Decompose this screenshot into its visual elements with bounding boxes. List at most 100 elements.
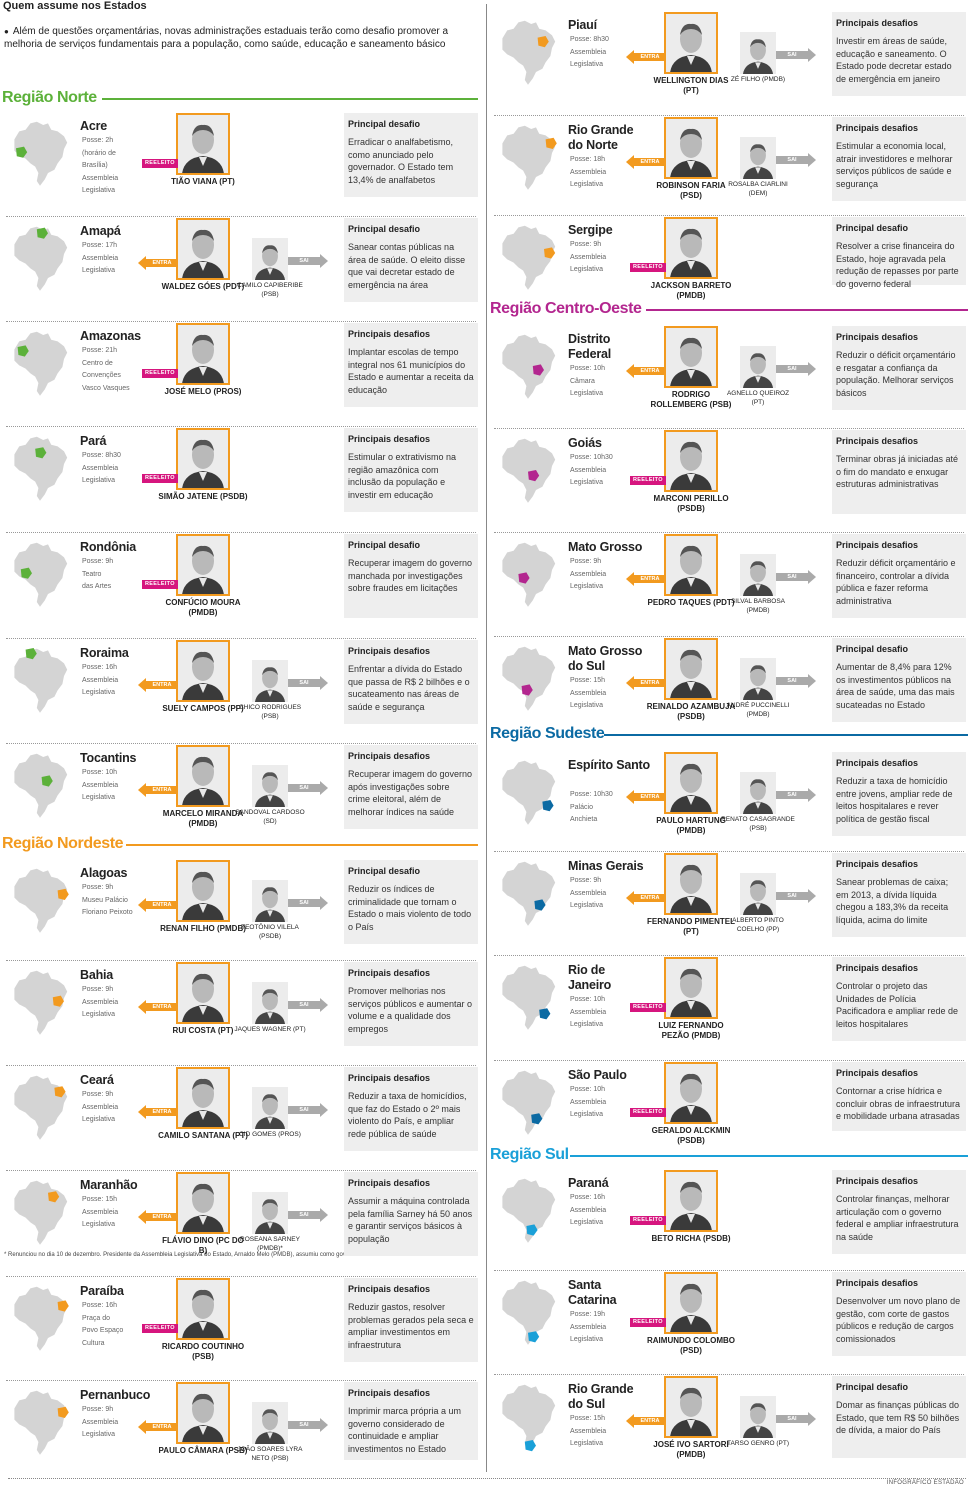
portrait-icon: [666, 1274, 716, 1332]
challenge-title: Principais desafios: [836, 1176, 919, 1186]
info-line: Posse: 17h: [82, 242, 118, 249]
reeleito-badge: REELEITO: [630, 1108, 666, 1117]
challenge-text: Reduzir gastos, resolver problemas gerad…: [348, 1302, 474, 1350]
brazil-outline: [14, 226, 68, 291]
sai-label: SAI: [288, 1001, 320, 1009]
sai-arrow: SAI: [776, 674, 816, 688]
brazil-map-icon: [502, 646, 556, 711]
info-line: (horário de: [82, 149, 116, 157]
info-line: Legislativa: [82, 1116, 116, 1123]
challenge-title: Principais desafios: [836, 1278, 919, 1288]
governor-name: BETO RICHA (PSDB): [651, 1234, 731, 1243]
state-info: Posse: 9h Assembleia Legislativa: [570, 239, 636, 277]
entra-label: ENTRA: [634, 894, 666, 902]
portrait-icon: [178, 747, 228, 805]
outgoing-photo: [740, 137, 776, 179]
brazil-map-icon: [502, 334, 556, 399]
challenge-title: Principais desafios: [348, 1178, 431, 1188]
region-header: Região Norte: [2, 89, 478, 109]
outgoing-name: ANDRÉ PUCCINELLI (PMDB): [726, 702, 790, 718]
info-line: Anchieta: [570, 816, 598, 823]
portrait-icon: [178, 642, 228, 700]
state-map: [2, 749, 78, 821]
row-separator: [6, 743, 476, 744]
brazil-map-icon: [14, 436, 68, 501]
governor-photo: [176, 1067, 230, 1129]
brazil-outline: [14, 1075, 68, 1140]
entra-arrow: ENTRA: [138, 1420, 178, 1434]
sai-label: SAI: [288, 1421, 320, 1429]
entra-label: ENTRA: [634, 793, 666, 801]
info-line: Assembleia: [570, 889, 607, 897]
info-line: Posse: 16h: [570, 1194, 606, 1201]
challenge-title: Principais desafios: [348, 434, 431, 444]
outgoing-photo: [740, 873, 776, 915]
state-row: Piauí Posse: 8h30 Assembleia Legislativa WEL…: [490, 12, 968, 116]
row-separator: [494, 428, 964, 429]
challenge-title: Principais desafios: [836, 758, 919, 768]
state-row: Pará Posse: 8h30 Assembleia Legislativa SIMÃ…: [2, 428, 480, 533]
outgoing-name: SILVAL BARBOSA (PMDB): [730, 598, 786, 614]
reeleito-badge: REELEITO: [630, 1216, 666, 1225]
bottom-rule: [8, 1478, 966, 1479]
state-map: [490, 857, 566, 929]
info-line: Assembleia: [82, 1103, 119, 1111]
state-highlight: [534, 899, 546, 911]
sai-arrow: SAI: [776, 889, 816, 903]
governor-photo: [664, 1272, 718, 1334]
region-label: Região Sudeste: [490, 725, 605, 742]
entra-label: ENTRA: [146, 786, 178, 794]
portrait-icon: [740, 658, 776, 700]
info-line: Brasília): [82, 162, 108, 169]
state-name: Rio Grande do Sul: [568, 1382, 634, 1411]
region-rule: [604, 734, 968, 736]
challenge-box: Principais desafios Estimular o extrativi…: [344, 428, 478, 512]
region-label: Região Sul: [490, 1146, 569, 1163]
info-line: Posse: 8h30: [82, 452, 121, 459]
brazil-map-icon: [14, 226, 68, 291]
region-label: Região Centro-Oeste: [490, 300, 642, 317]
state-map: [490, 961, 566, 1033]
entra-label: ENTRA: [146, 1423, 178, 1431]
governor-photo: [664, 534, 718, 596]
outgoing-photo: [252, 238, 288, 280]
info-line: Assembleia: [570, 48, 607, 56]
challenge-title: Principais desafios: [836, 540, 919, 550]
state-info: Posse: 16h Praça do Povo Espaço Cultura: [82, 1300, 148, 1350]
portrait-icon: [740, 873, 776, 915]
info-line: Posse: 16h: [82, 664, 118, 671]
portrait-icon: [666, 640, 716, 698]
info-line: Legislativa: [570, 1111, 604, 1118]
state-name: Maranhão: [80, 1178, 138, 1192]
challenge-title: Principais desafios: [836, 1068, 919, 1078]
info-line: Legislativa: [82, 187, 116, 194]
portrait-icon: [178, 1174, 228, 1232]
state-name: Acre: [80, 119, 107, 133]
sai-label: SAI: [776, 892, 808, 900]
state-info: Posse: 19h Assembleia Legislativa: [570, 1309, 636, 1347]
sai-arrow: SAI: [776, 1412, 816, 1426]
info-line: Posse: 19h: [570, 1311, 606, 1318]
entra-arrow: ENTRA: [626, 1414, 666, 1428]
state-name: Roraima: [80, 646, 129, 660]
governor-name: JOSÉ MELO (PROS): [164, 387, 242, 396]
state-row: Distrito Federal Posse: 10h Câmara Legislat…: [490, 326, 968, 429]
info-line: Assembleia: [570, 466, 607, 474]
challenge-text: Reduzir déficit orçamentário e financeir…: [836, 558, 956, 606]
brazil-map-icon: [502, 225, 556, 290]
state-row: Goiás Posse: 10h30 Assembleia Legislativa MA…: [490, 430, 968, 533]
challenge-box: Principais desafios Estimular a economia …: [832, 117, 966, 201]
governor-photo: [176, 640, 230, 702]
region-rule: [646, 309, 968, 311]
state-map: [490, 538, 566, 610]
entra-arrow: ENTRA: [138, 783, 178, 797]
governor-photo: [664, 638, 718, 700]
info-line: Posse: 8h30: [570, 36, 609, 43]
state-highlight: [52, 995, 64, 1007]
brazil-map-icon: [502, 542, 556, 607]
state-info: Posse: 16h Assembleia Legislativa: [82, 662, 148, 700]
info-line: Assembleia: [82, 464, 119, 472]
portrait-icon: [252, 238, 288, 280]
challenge-title: Principal desafio: [348, 540, 421, 550]
info-line: Posse: 15h: [570, 1415, 606, 1422]
